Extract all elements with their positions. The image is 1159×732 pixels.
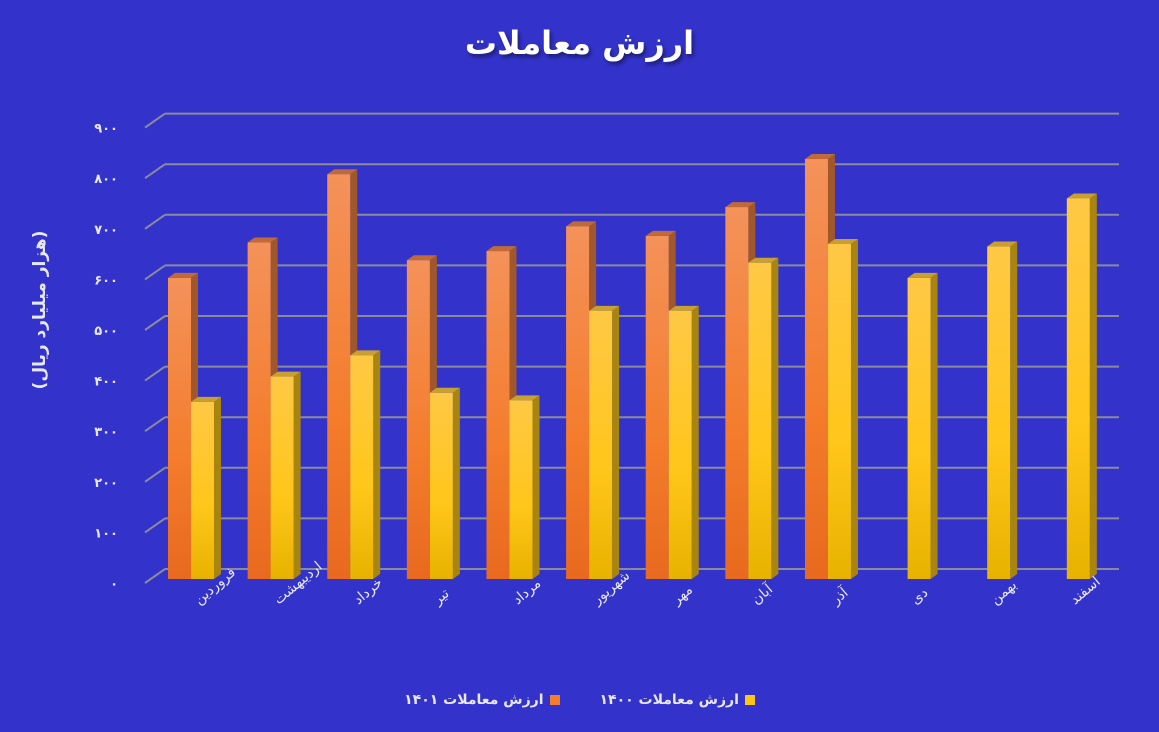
y-tick: ۳۰۰ [94,425,118,440]
bar [191,396,221,579]
x-tick-label: آذر [827,583,852,608]
x-tick-label: مرداد [510,575,544,608]
legend-swatch-1400 [744,695,755,705]
bars [168,154,1097,580]
y-tick: ۰ [110,577,118,592]
bar [907,272,938,579]
bar [429,387,460,579]
y-tick: ۹۰۰ [94,122,118,137]
y-tick: ۴۰۰ [94,375,118,390]
x-tick-label: خرداد [351,575,386,608]
bar [350,350,381,579]
bar [270,371,301,579]
legend-item-1401: ارزش معاملات ۱۴۰۱ [404,692,560,708]
y-tick: ۲۰۰ [94,476,118,491]
x-tick-label: تیر [429,586,452,609]
y-tick: ۶۰۰ [94,273,118,288]
chart-title: ارزش معاملات [464,24,695,62]
legend: ارزش معاملات ۱۴۰۰ ارزش معاملات ۱۴۰۱ [0,692,1159,708]
x-tick-label: بهمن [987,577,1020,608]
y-tick: ۵۰۰ [94,324,118,339]
bar [827,239,858,579]
y-axis-ticks: ۰ ۱۰۰ ۲۰۰ ۳۰۰ ۴۰۰ ۵۰۰ ۶۰۰ ۷۰۰ ۸۰۰ ۹۰۰ [94,122,118,592]
bar [987,241,1018,580]
y-tick: ۷۰۰ [94,223,118,238]
legend-label-1400: ارزش معاملات ۱۴۰۰ [599,692,739,708]
bar [748,257,779,579]
bar [1066,193,1097,579]
legend-label-1401: ارزش معاملات ۱۴۰۱ [404,692,544,708]
legend-swatch-1401 [549,695,560,705]
y-tick: ۱۰۰ [94,526,118,541]
x-tick-label: مهر [668,582,696,609]
x-tick-label: آبان [748,580,777,608]
x-tick-label: دی [908,585,931,608]
legend-item-1400: ارزش معاملات ۱۴۰۰ [600,692,755,708]
bar [589,305,620,579]
gridlines [144,112,1119,584]
bar [509,395,540,579]
bar [668,305,699,579]
y-tick: ۸۰۰ [94,172,118,187]
